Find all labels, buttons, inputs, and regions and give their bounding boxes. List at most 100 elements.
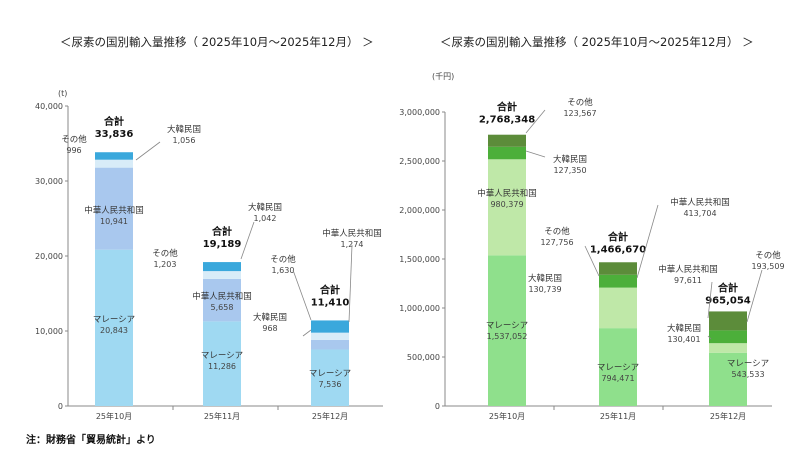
bar-segment [95,159,133,168]
leader-line [636,204,659,279]
total-value: 19,189 [203,239,242,250]
data-value-label: 1,042 [254,214,277,223]
series-name-label: 大韓民国 [248,202,282,213]
data-value-label: 5,658 [211,303,234,312]
bar-segment [311,320,349,333]
bar-segment [488,134,526,147]
y-tick-label: 1,500,000 [399,255,440,264]
x-tick-label: 25年12月 [710,411,746,421]
y-tick-label: 20,000 [35,252,63,261]
x-tick-label: 25年11月 [600,411,636,421]
series-name-label: その他 [152,248,178,259]
y-tick-label: 500,000 [407,353,440,362]
data-value-label: 1,274 [341,240,364,249]
data-value-label: 1,630 [272,266,295,275]
total-label: 合計 [103,115,124,128]
y-tick-label: 0 [435,402,440,411]
bar-segment [203,262,241,272]
bar-segment [709,330,747,344]
total-value: 1,466,670 [590,244,646,255]
series-name-label: 中華人民共和国 [84,205,144,216]
series-name-label: その他 [567,97,593,108]
bar-segment [488,255,526,406]
bar-segment [95,249,133,406]
series-name-label: 大韓民国 [553,154,587,165]
total-value: 11,410 [311,297,350,308]
series-name-label: 中華人民共和国 [322,228,382,239]
data-value-label: 968 [262,324,277,333]
data-value-label: 1,056 [173,136,196,145]
bar-segment [709,311,747,331]
series-name-label: その他 [61,134,87,145]
series-name-label: その他 [544,226,570,237]
data-value-label: 1,203 [154,260,177,269]
bar-segment [599,328,637,406]
data-value-label: 130,401 [667,335,700,344]
data-value-label: 97,611 [674,276,702,285]
leader-line [707,335,712,340]
total-label: 合計 [496,101,517,114]
x-tick-label: 25年10月 [489,411,525,421]
y-tick-label: 30,000 [35,177,63,186]
data-value-label: 20,843 [100,326,128,335]
bar-segment [488,146,526,160]
y-tick-label: 3,000,000 [399,108,440,117]
total-label: 合計 [607,230,628,243]
data-value-label: 1,537,052 [487,332,528,341]
leader-line [240,221,255,260]
series-name-label: マレーシア [93,315,135,325]
y-tick-label: 2,000,000 [399,206,440,215]
total-value: 965,054 [705,295,751,306]
data-value-label: 127,756 [540,238,573,247]
bar-segment [95,152,133,160]
total-value: 33,836 [95,129,134,140]
series-name-label: マレーシア [486,321,528,331]
data-value-label: 127,350 [553,166,586,175]
leader-line [135,141,161,161]
total-label: 合計 [319,283,340,296]
leader-line [525,150,546,158]
bar-segment [203,321,241,406]
data-value-label: 413,704 [683,209,716,218]
series-name-label: マレーシア [597,363,639,373]
series-name-label: 中華人民共和国 [192,291,252,302]
leader-line [348,244,353,323]
data-value-label: 10,941 [100,217,128,226]
total-label: 合計 [211,225,232,238]
series-name-label: 大韓民国 [528,273,562,284]
y-tick-label: 0 [58,402,63,411]
bar-segment [311,332,349,340]
data-value-label: 123,567 [563,109,596,118]
series-name-label: 中華人民共和国 [670,197,730,208]
data-value-label: 193,509 [751,262,784,271]
series-name-label: 中華人民共和国 [477,188,537,199]
data-value-label: 980,379 [490,200,523,209]
y-tick-label: 40,000 [35,102,63,111]
series-name-label: 大韓民国 [167,124,201,135]
bar-segment [599,274,637,288]
chart-volume: ＜尿素の国別輸入量推移（ 2025年10月～2025年12月） ＞ (t) 0 1… [35,35,383,421]
data-value-label: 7,536 [319,380,342,389]
total-value: 2,768,348 [479,115,535,126]
series-name-label: その他 [755,250,781,261]
series-name-label: マレーシア [201,351,243,361]
leader-line [584,245,600,277]
bar-segment [203,271,241,279]
total-label: 合計 [717,281,738,294]
bar-segment [95,167,133,250]
leader-line [525,109,546,134]
data-value-label: 794,471 [601,374,634,383]
unit-label: (千円) [432,71,454,81]
leader-line [302,329,312,337]
bar-segment [599,287,637,329]
bar-segment [599,262,637,275]
bar-segment [709,343,747,353]
y-tick-label: 10,000 [35,327,63,336]
source-note: 注：財務省「貿易統計」より [26,433,156,446]
series-name-label: マレーシア [727,359,769,369]
x-tick-label: 25年12月 [312,411,348,421]
data-value-label: 11,286 [208,362,236,371]
series-name-label: 中華人民共和国 [658,264,718,275]
series-name-label: 大韓民国 [253,312,287,323]
leader-line [746,269,763,323]
